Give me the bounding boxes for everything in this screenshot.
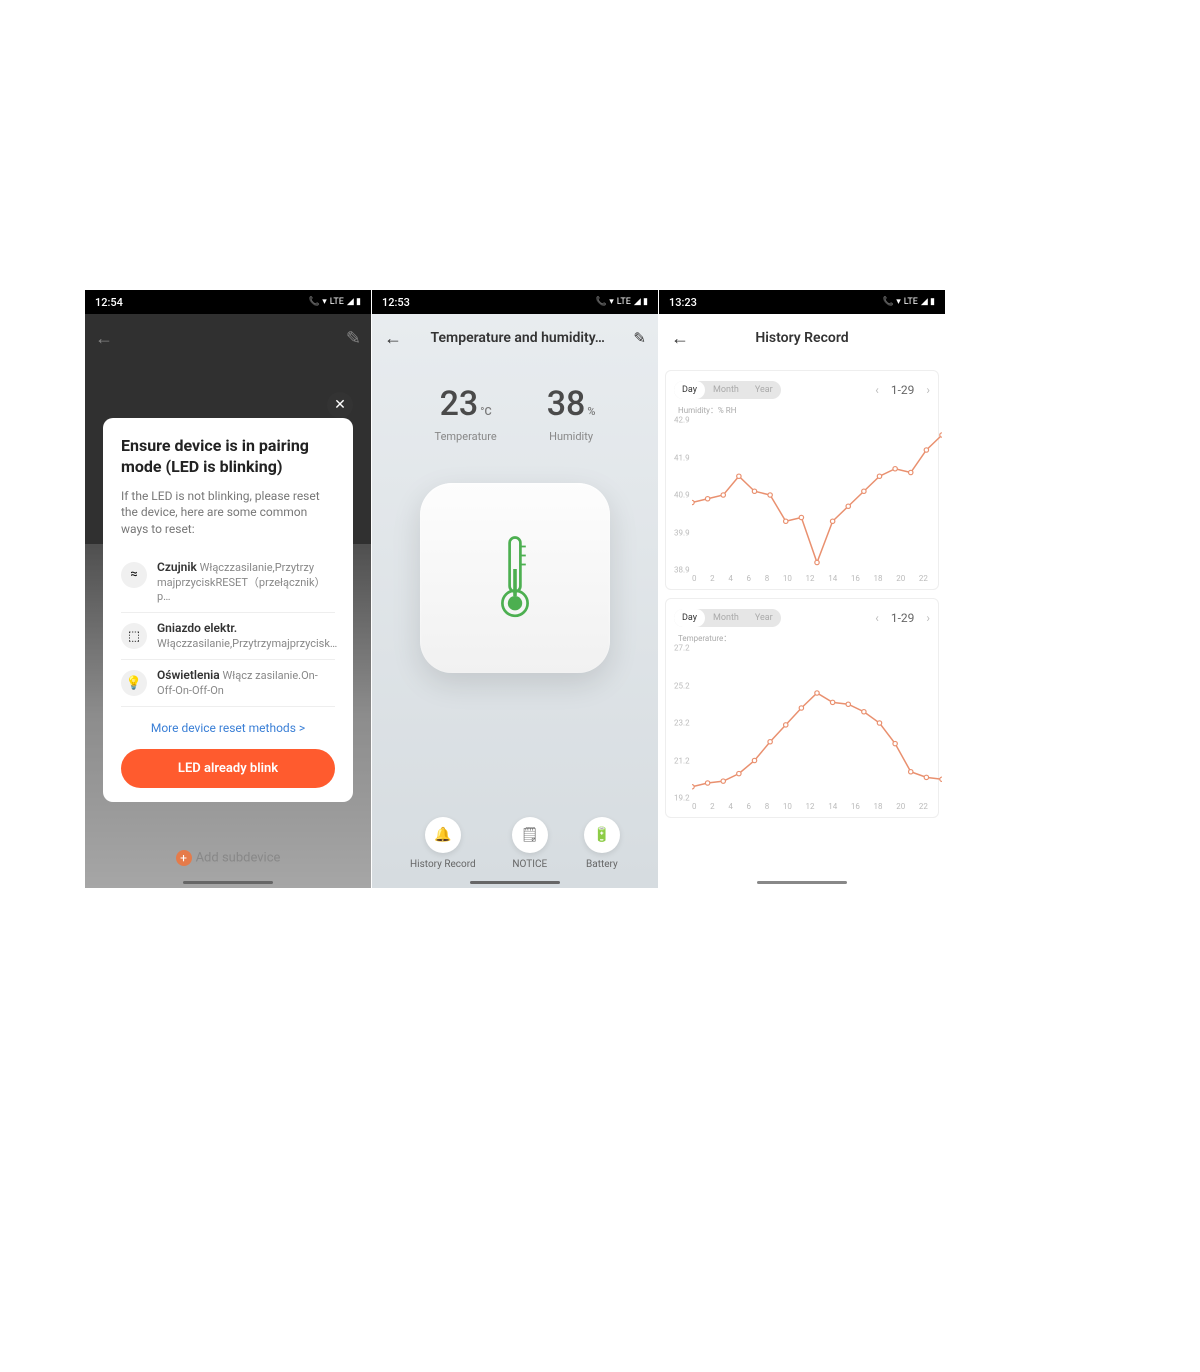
date-label: 1-29: [891, 383, 915, 397]
humidity-unit: %: [587, 405, 595, 418]
phone-history: 13:23 📞 ▾ LTE ◢ ▮ ← History Record Day M…: [659, 290, 945, 888]
period-segment[interactable]: Day Month Year: [674, 381, 781, 399]
status-icons: 📞 ▾ LTE ◢ ▮: [309, 297, 361, 307]
period-segment[interactable]: Day Month Year: [674, 609, 781, 627]
top-bar: ← History Record: [659, 314, 945, 362]
battery-icon: 🔋: [584, 817, 620, 853]
chevron-right-icon[interactable]: ›: [926, 383, 930, 397]
date-nav: ‹ 1-29 ›: [875, 611, 930, 625]
back-icon[interactable]: ←: [384, 328, 402, 349]
humidity-label: Humidity: [547, 430, 596, 443]
date-nav: ‹ 1-29 ›: [875, 383, 930, 397]
phone-pairing: 12:54 📞 ▾ LTE ◢ ▮ ← ✎ ✕ Ensure device is…: [85, 290, 371, 888]
status-time: 13:23: [669, 296, 697, 309]
top-bar: ← Temperature and humidity… ✎: [372, 314, 658, 362]
plus-icon: +: [176, 850, 192, 866]
seg-year[interactable]: Year: [747, 609, 781, 627]
action-row: 🔔 History Record 🗒 NOTICE 🔋 Battery: [372, 817, 658, 870]
page-title: History Record: [689, 330, 915, 346]
note-icon: 🗒: [512, 817, 548, 853]
temperature-unit: °C: [480, 405, 491, 418]
reset-item-socket[interactable]: ⬚ Gniazdo elektr. Włączzasilanie,Przytrz…: [121, 613, 335, 660]
notice-button[interactable]: 🗒 NOTICE: [512, 817, 548, 870]
reset-text: Gniazdo elektr. Włączzasilanie,Przytrzym…: [157, 621, 337, 651]
chevron-left-icon[interactable]: ‹: [875, 611, 879, 625]
status-bar: 12:53 📞 ▾ LTE ◢ ▮: [372, 290, 658, 314]
history-record-button[interactable]: 🔔 History Record: [410, 817, 476, 870]
nav-indicator: [470, 881, 560, 884]
action-label: History Record: [410, 859, 476, 870]
screen-body: ← History Record Day Month Year ‹: [659, 314, 945, 888]
humidity-value: 38: [547, 384, 586, 424]
modal-description: If the LED is not blinking, please reset…: [121, 488, 335, 538]
seg-day[interactable]: Day: [674, 381, 705, 399]
seg-month[interactable]: Month: [705, 609, 747, 627]
screen-body: ← Temperature and humidity… ✎ 23°C Tempe…: [372, 314, 658, 888]
temperature-value: 23: [440, 384, 479, 424]
chart-label: Humidity：% RH: [678, 405, 930, 416]
x-axis-labels: 0246810121416182022: [674, 574, 930, 583]
humidity-reading: 38% Humidity: [547, 384, 596, 443]
temperature-label: Temperature: [435, 430, 497, 443]
close-icon[interactable]: ✕: [327, 392, 353, 418]
sensor-icon: ≈: [121, 562, 147, 588]
phone-sensor: 12:53 📞 ▾ LTE ◢ ▮ ← Temperature and humi…: [372, 290, 658, 888]
nav-indicator: [183, 881, 273, 884]
temperature-reading: 23°C Temperature: [435, 384, 497, 443]
chevron-left-icon[interactable]: ‹: [875, 383, 879, 397]
seg-month[interactable]: Month: [705, 381, 747, 399]
status-bar: 13:23 📞 ▾ LTE ◢ ▮: [659, 290, 945, 314]
screen-body: ← ✎ ✕ Ensure device is in pairing mode (…: [85, 314, 371, 888]
modal-title: Ensure device is in pairing mode (LED is…: [121, 436, 335, 478]
more-methods-link[interactable]: More device reset methods >: [121, 721, 335, 735]
page-title: Temperature and humidity…: [402, 330, 633, 346]
status-icons: 📞 ▾ LTE ◢ ▮: [596, 297, 648, 307]
status-time: 12:54: [95, 296, 123, 309]
bell-icon: 🔔: [425, 817, 461, 853]
status-time: 12:53: [382, 296, 410, 309]
reset-text: Oświetlenia Włącz zasilanie.On-Off-On-Of…: [157, 668, 335, 698]
chart-label: Temperature：: [678, 633, 930, 644]
bulb-icon: 💡: [121, 670, 147, 696]
seg-year[interactable]: Year: [747, 381, 781, 399]
reset-text: Czujnik Włączzasilanie,Przytrzy majprzyc…: [157, 560, 335, 604]
pairing-modal: Ensure device is in pairing mode (LED is…: [103, 418, 353, 802]
status-bar: 12:54 📞 ▾ LTE ◢ ▮: [85, 290, 371, 314]
nav-indicator: [757, 881, 847, 884]
date-label: 1-29: [891, 611, 915, 625]
temperature-chart-card: Day Month Year ‹ 1-29 › Temperature： 27.…: [665, 598, 939, 818]
socket-icon: ⬚: [121, 623, 147, 649]
reset-item-lighting[interactable]: 💡 Oświetlenia Włącz zasilanie.On-Off-On-…: [121, 660, 335, 707]
battery-button[interactable]: 🔋 Battery: [584, 817, 620, 870]
status-icons: 📞 ▾ LTE ◢ ▮: [883, 297, 935, 307]
temperature-chart: 27.225.223.221.219.2: [674, 648, 930, 798]
humidity-chart-card: Day Month Year ‹ 1-29 › Humidity：% RH 42…: [665, 370, 939, 590]
back-icon[interactable]: ←: [671, 328, 689, 349]
readings: 23°C Temperature 38% Humidity: [372, 384, 658, 443]
reset-item-sensor[interactable]: ≈ Czujnik Włączzasilanie,Przytrzy majprz…: [121, 552, 335, 613]
action-label: NOTICE: [512, 859, 548, 870]
humidity-chart: 42.941.940.939.938.9: [674, 420, 930, 570]
add-subdevice[interactable]: +Add subdevice: [85, 850, 371, 866]
led-blink-button[interactable]: LED already blink: [121, 749, 335, 788]
thermometer-icon: [497, 533, 533, 623]
chevron-right-icon[interactable]: ›: [926, 611, 930, 625]
x-axis-labels: 0246810121416182022: [674, 802, 930, 811]
edit-icon[interactable]: ✎: [633, 329, 646, 347]
action-label: Battery: [584, 859, 620, 870]
device-card: [420, 483, 610, 673]
seg-day[interactable]: Day: [674, 609, 705, 627]
